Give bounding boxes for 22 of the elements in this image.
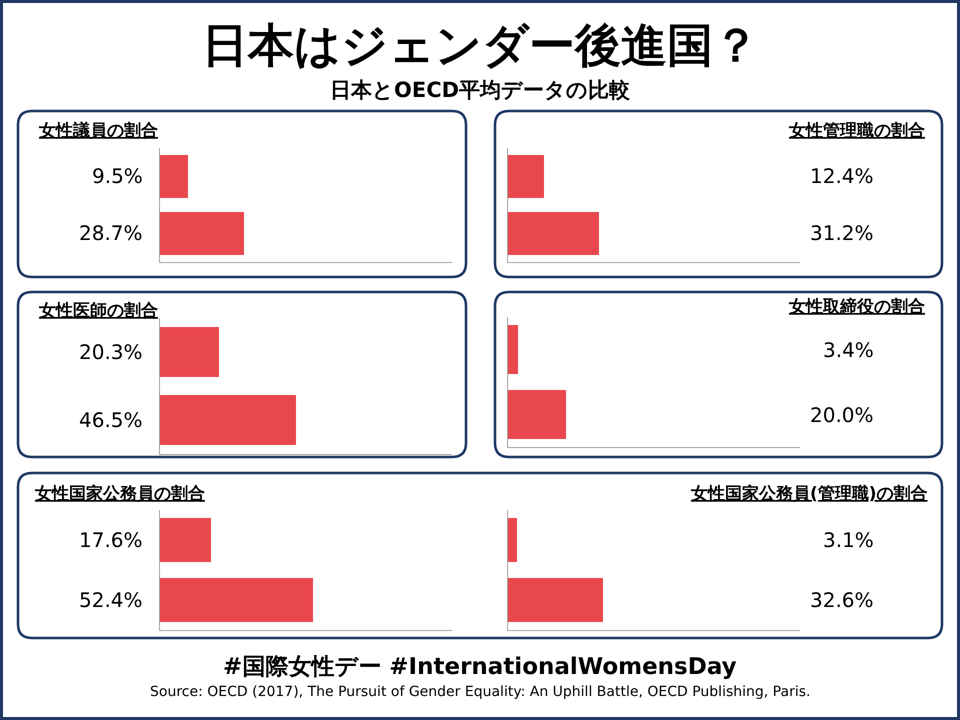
data-label: 32.6%: [810, 588, 874, 612]
data-label: 52.4%: [79, 588, 143, 612]
data-label: 17.6%: [79, 528, 143, 552]
text: #国際女性デー #InternationalWomensDay: [223, 654, 737, 680]
data-label: 9.5%: [92, 164, 143, 188]
chart-title: 女性医師の割合: [38, 301, 158, 321]
source-note: Source: OECD (2017), The Pursuit of Gender Equality: An Uphill Battle, OECD Publishing, Paris.: [150, 684, 810, 700]
data-label: 46.5%: [79, 408, 143, 432]
chart-title: 女性議員の割合: [38, 121, 158, 141]
data-label: 31.2%: [810, 221, 874, 245]
text: 日本とOECD平均データの比較: [330, 78, 632, 102]
data-label: 28.7%: [79, 221, 143, 245]
text: 女性管理職の割合: [788, 121, 925, 141]
text: 日本はジェンダー後進国？: [202, 18, 759, 72]
data-label: 20.3%: [79, 340, 143, 364]
data-label: 20.0%: [810, 403, 874, 427]
data-label: 3.1%: [823, 528, 874, 552]
chart-title: 女性国家公務員の割合: [34, 484, 205, 504]
text: 女性取締役の割合: [788, 297, 925, 317]
data-label: 12.4%: [810, 164, 874, 188]
data-label: 3.4%: [823, 338, 874, 362]
chart-title: 女性国家公務員(管理職)の割合: [690, 484, 928, 504]
